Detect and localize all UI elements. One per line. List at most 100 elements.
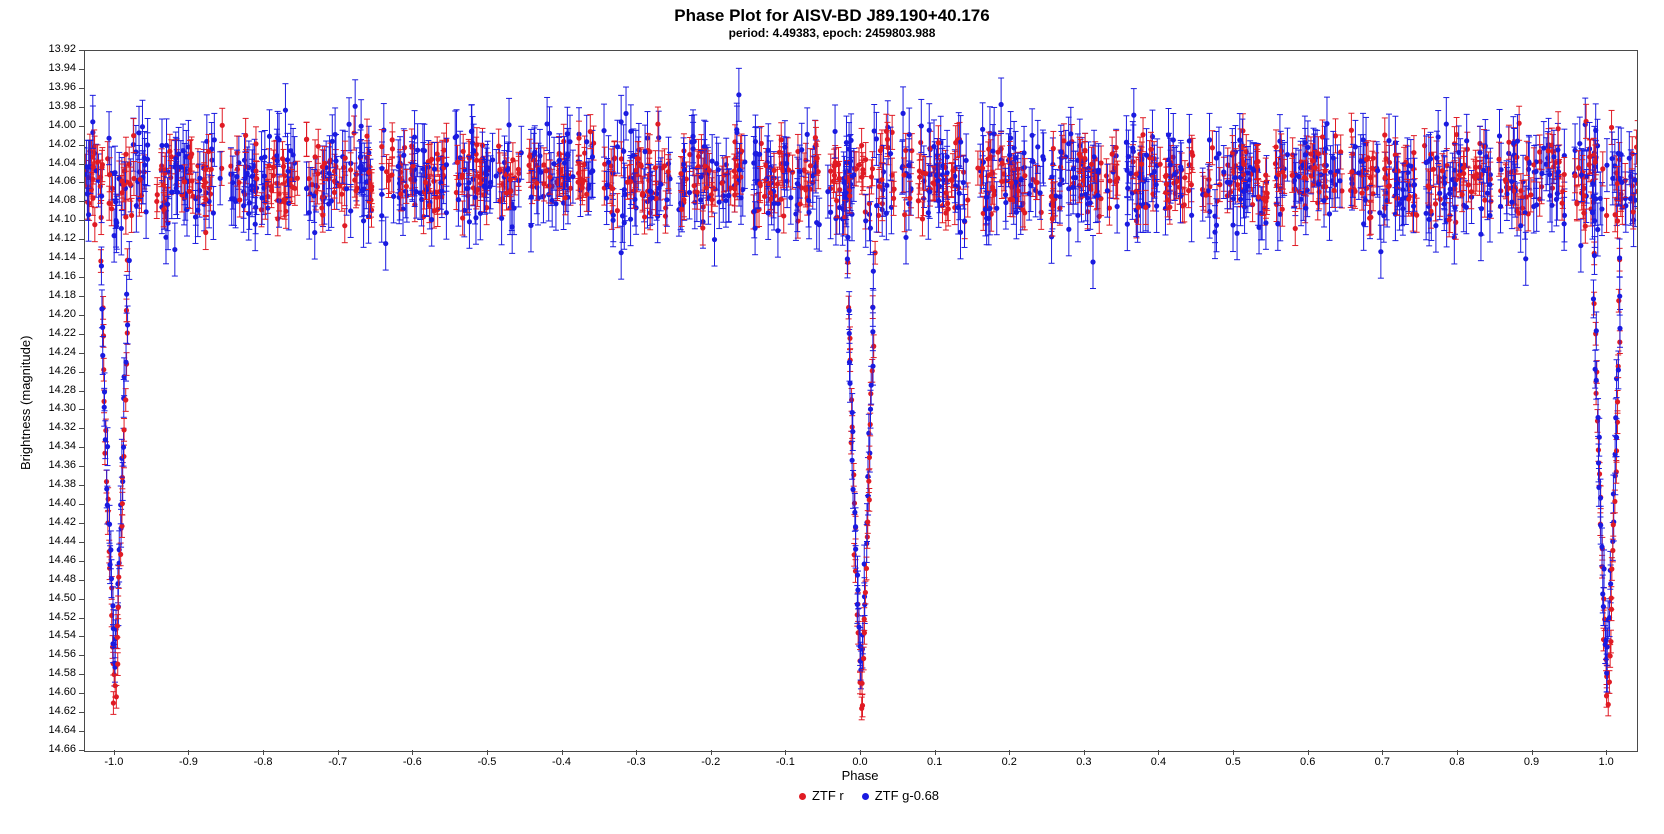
y-tick-label: 14.14	[36, 251, 76, 263]
x-tick	[562, 750, 563, 755]
y-tick	[79, 466, 84, 467]
y-tick-label: 14.50	[36, 592, 76, 604]
y-tick-label: 14.60	[36, 686, 76, 698]
y-tick-label: 14.18	[36, 289, 76, 301]
legend-label: ZTF g-0.68	[875, 788, 939, 803]
x-tick	[188, 750, 189, 755]
y-tick-label: 14.42	[36, 516, 76, 528]
y-tick	[79, 618, 84, 619]
y-tick	[79, 580, 84, 581]
y-tick-label: 14.12	[36, 232, 76, 244]
y-tick	[79, 126, 84, 127]
chart-container: Brightness (magnitude) Phase ZTF rZTF g-…	[0, 0, 1664, 834]
y-tick	[79, 542, 84, 543]
x-tick-label: -0.7	[318, 756, 358, 768]
y-tick-label: 14.26	[36, 365, 76, 377]
y-tick	[79, 504, 84, 505]
y-axis-label: Brightness (magnitude)	[18, 336, 33, 470]
x-tick	[412, 750, 413, 755]
y-tick-label: 14.10	[36, 213, 76, 225]
y-tick-label: 13.94	[36, 62, 76, 74]
y-tick-label: 14.38	[36, 478, 76, 490]
y-tick	[79, 315, 84, 316]
y-tick	[79, 712, 84, 713]
y-tick-label: 14.58	[36, 667, 76, 679]
x-tick-label: -0.1	[765, 756, 805, 768]
y-tick	[79, 391, 84, 392]
y-tick-label: 14.56	[36, 648, 76, 660]
y-tick	[79, 599, 84, 600]
x-tick-label: -0.5	[467, 756, 507, 768]
x-tick	[1382, 750, 1383, 755]
x-tick-label: 0.9	[1512, 756, 1552, 768]
y-tick-label: 13.96	[36, 81, 76, 93]
scatter-plot	[85, 51, 1637, 751]
y-tick	[79, 674, 84, 675]
y-tick	[79, 750, 84, 751]
y-tick-label: 14.22	[36, 327, 76, 339]
x-tick-label: -0.6	[392, 756, 432, 768]
x-tick	[1009, 750, 1010, 755]
y-tick	[79, 145, 84, 146]
y-tick	[79, 693, 84, 694]
y-tick	[79, 239, 84, 240]
x-tick	[1233, 750, 1234, 755]
x-tick-label: -1.0	[94, 756, 134, 768]
y-tick-label: 14.44	[36, 535, 76, 547]
y-tick	[79, 485, 84, 486]
y-tick	[79, 50, 84, 51]
x-tick-label: 0.8	[1437, 756, 1477, 768]
y-tick	[79, 164, 84, 165]
x-tick-label: -0.8	[243, 756, 283, 768]
y-tick	[79, 523, 84, 524]
x-tick	[785, 750, 786, 755]
x-tick-label: -0.9	[168, 756, 208, 768]
x-tick	[935, 750, 936, 755]
y-tick	[79, 220, 84, 221]
y-tick	[79, 334, 84, 335]
x-tick-label: 0.4	[1138, 756, 1178, 768]
x-tick	[487, 750, 488, 755]
x-tick-label: 1.0	[1586, 756, 1626, 768]
y-tick	[79, 107, 84, 108]
legend-label: ZTF r	[812, 788, 844, 803]
x-tick	[636, 750, 637, 755]
x-tick-label: 0.2	[989, 756, 1029, 768]
y-tick-label: 14.28	[36, 384, 76, 396]
y-tick	[79, 88, 84, 89]
y-tick	[79, 296, 84, 297]
y-tick-label: 14.32	[36, 421, 76, 433]
x-tick	[1084, 750, 1085, 755]
y-tick-label: 14.64	[36, 724, 76, 736]
y-tick	[79, 353, 84, 354]
y-tick-label: 14.00	[36, 119, 76, 131]
y-tick	[79, 409, 84, 410]
y-tick-label: 14.16	[36, 270, 76, 282]
y-tick	[79, 655, 84, 656]
y-tick-label: 14.02	[36, 138, 76, 150]
y-tick-label: 14.24	[36, 346, 76, 358]
plot-area	[84, 50, 1638, 752]
y-tick	[79, 561, 84, 562]
y-tick	[79, 428, 84, 429]
y-tick	[79, 636, 84, 637]
x-tick-label: 0.1	[915, 756, 955, 768]
x-tick	[114, 750, 115, 755]
x-tick-label: -0.2	[691, 756, 731, 768]
y-tick-label: 14.62	[36, 705, 76, 717]
legend-marker	[799, 793, 806, 800]
x-tick-label: 0.5	[1213, 756, 1253, 768]
y-tick-label: 14.36	[36, 459, 76, 471]
y-tick	[79, 277, 84, 278]
x-tick	[1457, 750, 1458, 755]
y-tick	[79, 372, 84, 373]
x-tick	[1532, 750, 1533, 755]
x-tick-label: 0.3	[1064, 756, 1104, 768]
y-tick-label: 14.46	[36, 554, 76, 566]
y-tick-label: 14.52	[36, 611, 76, 623]
x-tick-label: 0.6	[1288, 756, 1328, 768]
x-tick	[1606, 750, 1607, 755]
y-tick	[79, 201, 84, 202]
x-tick	[1158, 750, 1159, 755]
x-tick	[860, 750, 861, 755]
